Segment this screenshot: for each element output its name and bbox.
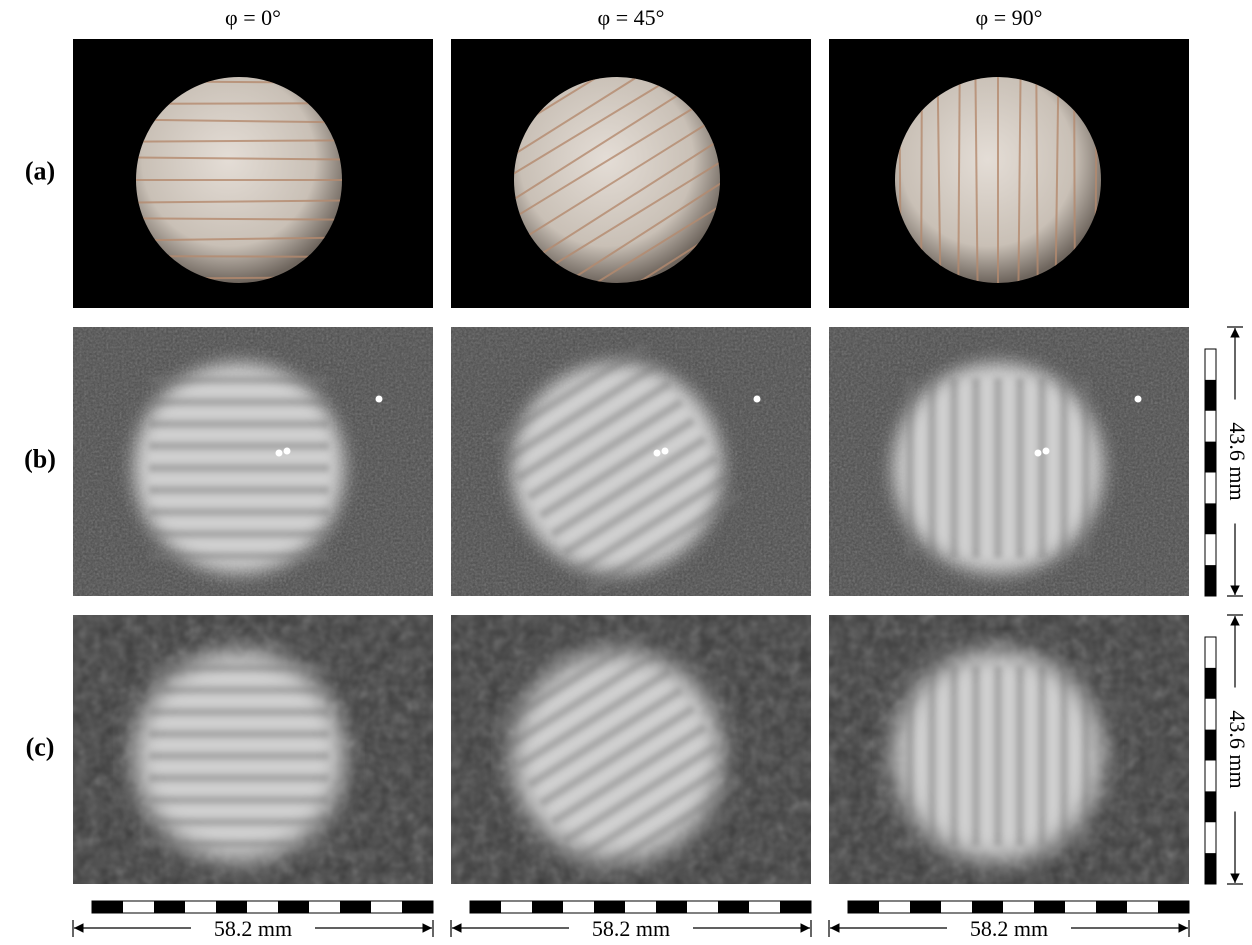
bright-spot [376,396,383,403]
stripe [149,530,329,538]
scale-label: 43.6 mm [1225,710,1250,788]
scale-label: 58.2 mm [214,916,292,941]
scale-bar-segment [216,901,247,913]
scale-bar-frame [470,901,811,913]
scale-bar-segment [1205,503,1216,534]
stripe [1060,666,1068,846]
scale-bar-segment [656,901,687,913]
stripe [906,666,914,846]
bright-spot [654,450,661,457]
scale-bar-segment [154,901,185,913]
stripe [149,664,329,672]
stripes [149,376,329,560]
scale-bar-segment [972,901,1003,913]
scale-bar-segment [340,901,371,913]
image-panel [451,615,811,884]
stripe [1038,378,1046,558]
stripe [149,376,329,384]
stripe [950,666,958,846]
bright-spot [662,448,669,455]
scale-bar-segment [718,901,749,913]
scale-bar-segment [1205,853,1216,884]
stripe [1082,378,1090,558]
scale-label: 58.2 mm [970,916,1048,941]
stripe [994,666,1002,846]
scale-bar-segment [780,901,811,913]
bright-spot [1135,396,1142,403]
bright-spot [1035,450,1042,457]
scale-bar-segment [1205,668,1216,699]
stripe [972,666,980,846]
image-panel [73,327,433,596]
scale-bar-segment [532,901,563,913]
stripes [906,666,1090,846]
scale-bar-segment [1158,901,1189,913]
column-header: φ = 90° [976,5,1043,30]
stripe [994,378,1002,558]
scale-bar-segment [848,901,879,913]
image-panel [829,615,1189,884]
image-panel [829,327,1189,596]
bright-spot [754,396,761,403]
stripe [1016,378,1024,558]
scale-bar-segment [1205,791,1216,822]
image-panel [451,327,811,596]
scale-bar-segment [910,901,941,913]
scale-bar-segment [1205,380,1216,411]
scale-label: 43.6 mm [1225,422,1250,500]
scale-bar-segment [278,901,309,913]
scale-bar-segment [1205,730,1216,761]
image-panel [73,39,433,308]
scale-bar-segment [1205,442,1216,473]
stripe [1082,666,1090,846]
stripe [950,378,958,558]
stripe [149,442,329,450]
stripe [149,398,329,406]
column-header: φ = 0° [225,5,281,30]
row-label: (b) [24,444,56,473]
stripe [149,818,329,826]
stripe [149,730,329,738]
stripe [149,552,329,560]
stripe [1016,666,1024,846]
scale-bar-segment [1096,901,1127,913]
stripes [149,664,329,848]
column-header: φ = 45° [598,5,665,30]
scale-bar-segment [1034,901,1065,913]
scale-bar-segment [470,901,501,913]
stripe [149,508,329,516]
scale-label: 58.2 mm [592,916,670,941]
stripe [928,378,936,558]
stripe [149,840,329,848]
image-panel [73,615,433,884]
row-label: (c) [26,732,55,761]
scale-bar-frame [92,901,433,913]
stripes [906,378,1090,558]
stripe [1060,378,1068,558]
stripe [149,774,329,782]
stripe [972,378,980,558]
stripe [149,752,329,760]
stripe [149,796,329,804]
bright-spot [284,448,291,455]
scale-bar-segment [402,901,433,913]
scale-bar-segment [594,901,625,913]
stripe [149,486,329,494]
stripe [928,666,936,846]
bright-spot [276,450,283,457]
stripe [906,378,914,558]
stripe [149,464,329,472]
scale-bar-segment [1205,565,1216,596]
image-panel [429,4,811,356]
scale-bar-frame [848,901,1189,913]
stripe [149,708,329,716]
image-panel [829,30,1189,330]
bright-spot [1043,448,1050,455]
figure: φ = 0° φ = 45° φ = 90° (a) (b) (c) 58.2 mm 58.2… [0,0,1252,945]
row-label: (a) [25,156,55,185]
stripe [149,686,329,694]
stripe [149,420,329,428]
scale-bar-segment [92,901,123,913]
stripe [1038,666,1046,846]
